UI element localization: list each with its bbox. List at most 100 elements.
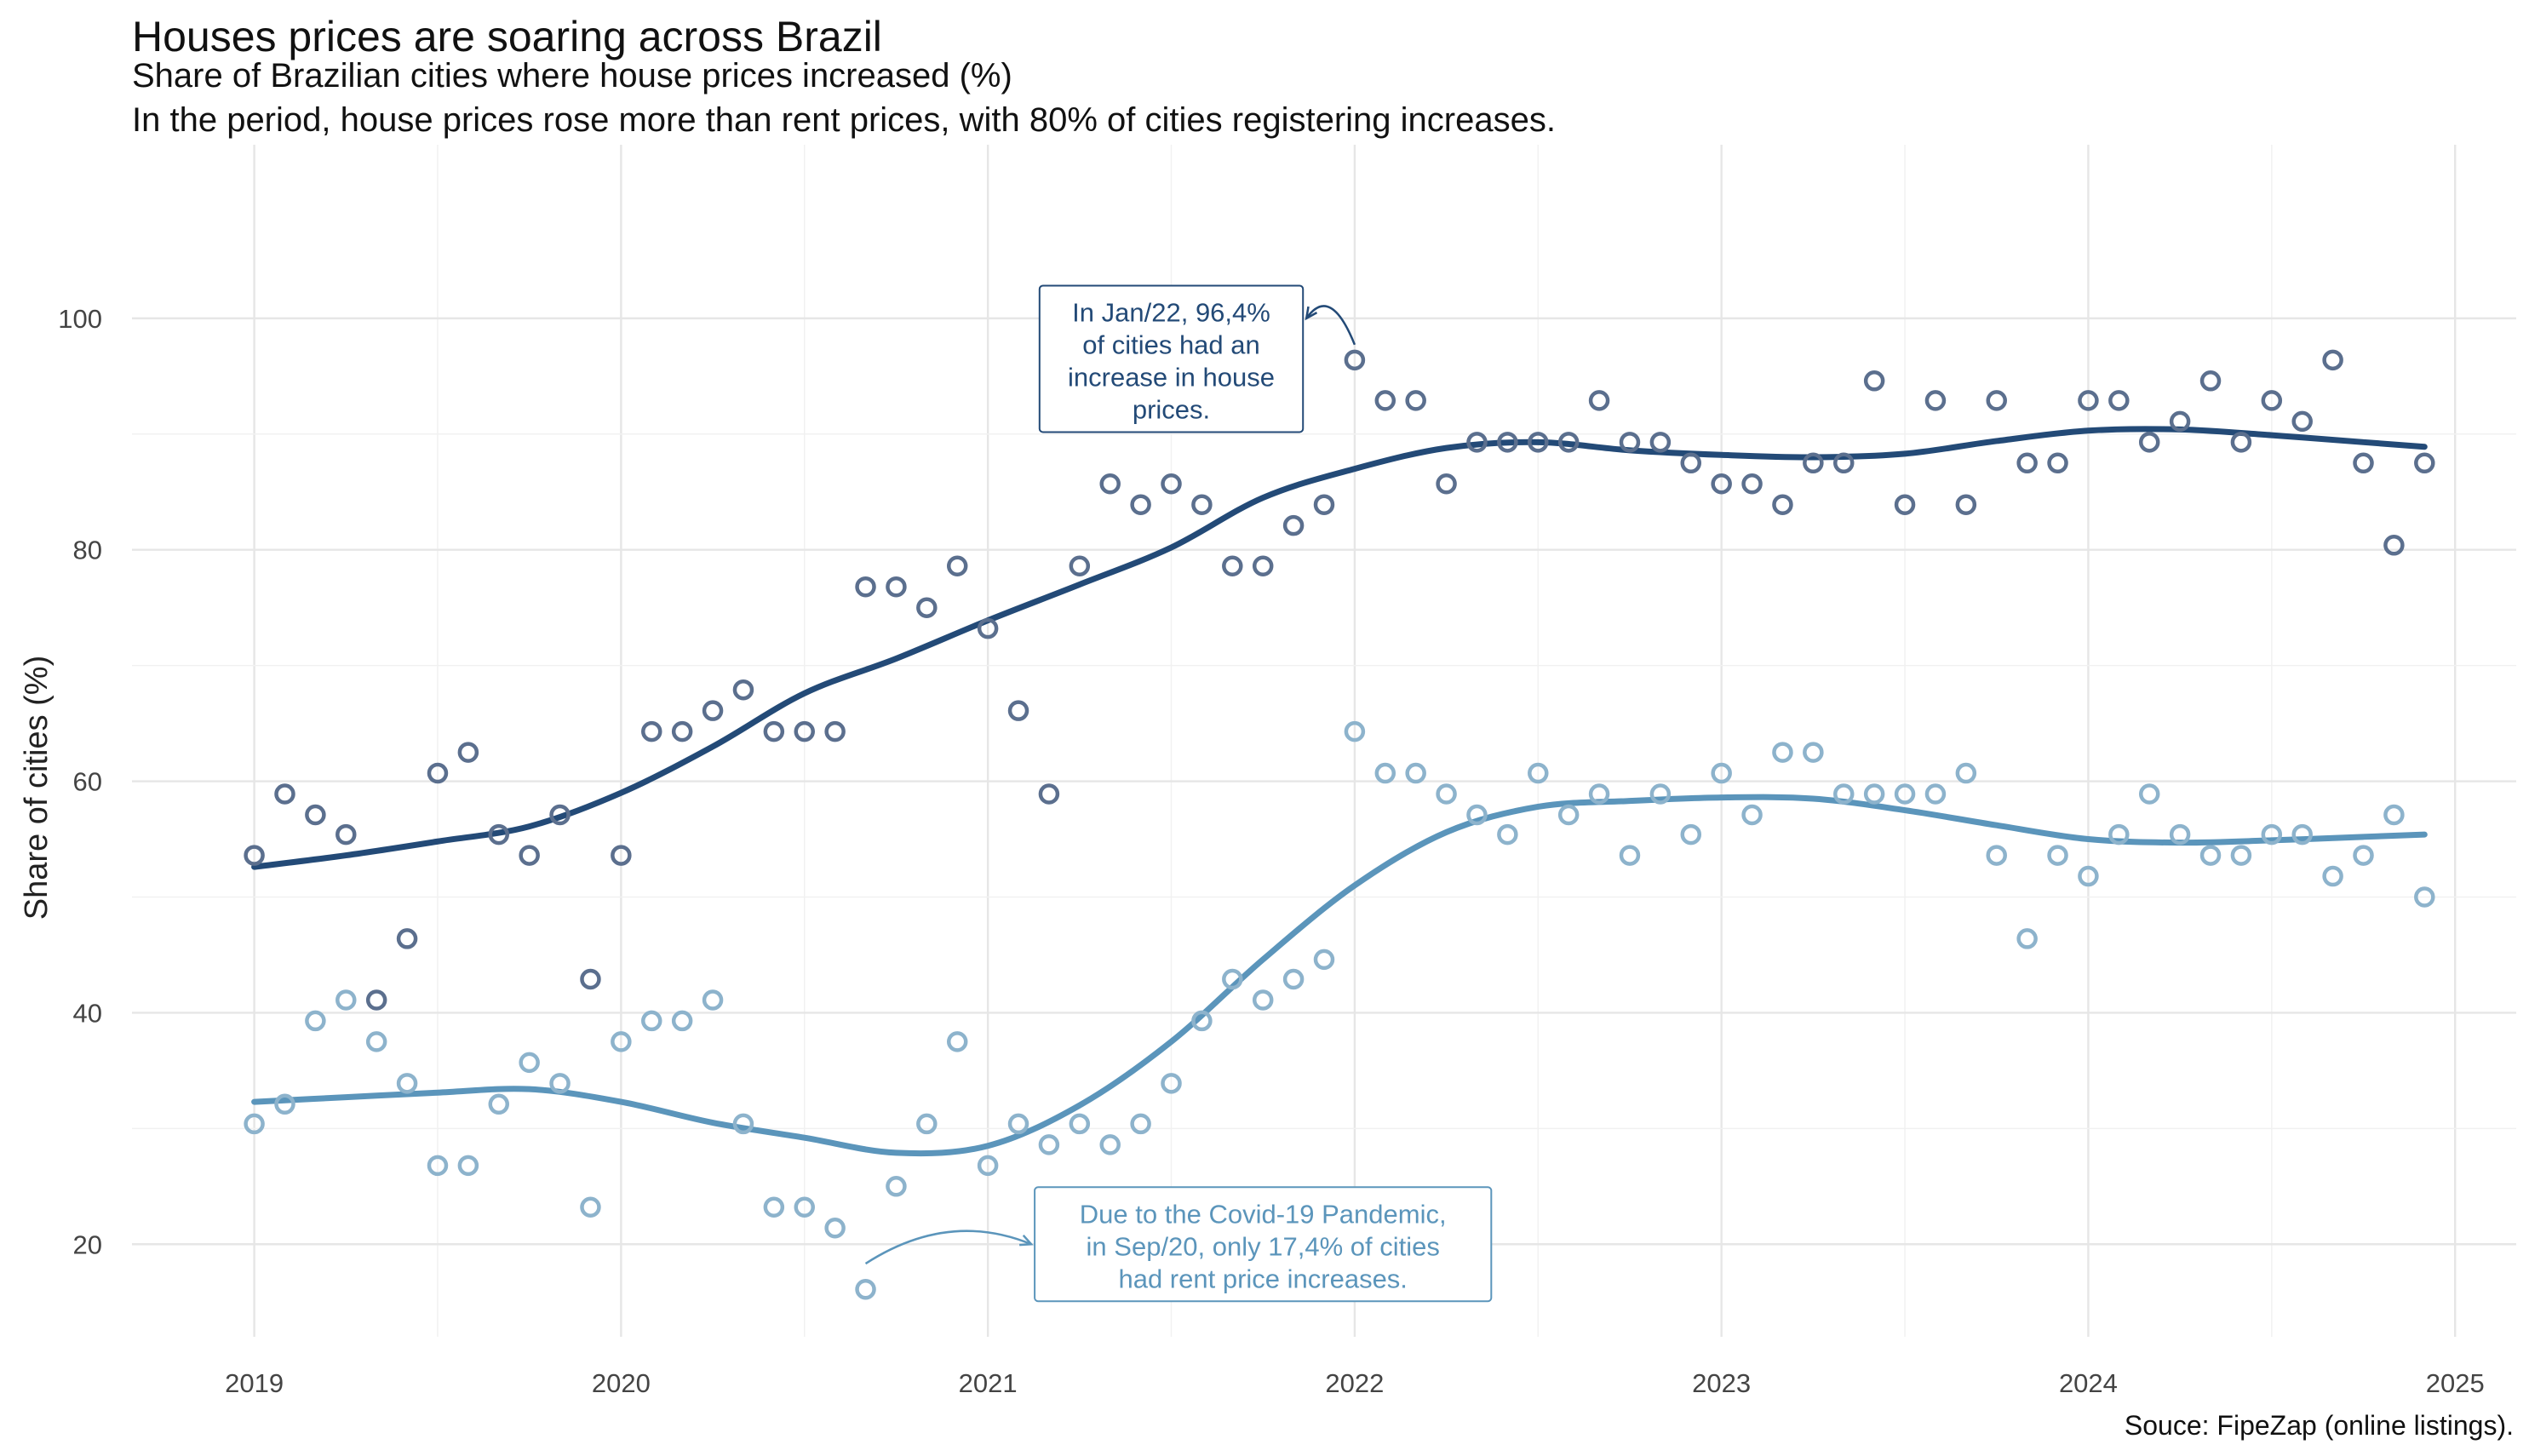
data-point [702,700,724,721]
data-point [1038,783,1060,805]
data-point [946,555,968,577]
data-point [732,679,754,701]
data-point [671,1010,693,1032]
annotation-arrow [1305,305,1356,346]
data-point [1007,1113,1029,1135]
annotation-line: In Jan/22, 96,4% [1072,297,1270,327]
data-point [1497,432,1518,453]
chart-title: Houses prices are soaring across Brazil [132,13,882,60]
data-point [1924,390,1947,411]
data-point [1374,390,1396,411]
data-point [244,1113,265,1135]
x-tick-label: 2019 [225,1368,284,1398]
data-point [916,597,938,618]
data-point [396,1073,418,1094]
annotation-box [1038,284,1305,433]
data-point [274,1093,295,1115]
data-point [1741,473,1763,495]
data-point [305,1010,326,1032]
data-point [977,1155,999,1177]
data-point [763,1196,785,1218]
data-point [2383,535,2405,556]
data-point [457,1155,479,1177]
data-point [1588,783,1610,805]
data-point [1130,494,1151,515]
data-point [2414,886,2435,908]
data-point [1497,823,1518,846]
data-point [2353,845,2374,866]
data-point [1619,432,1641,453]
data-point [1986,390,2007,411]
data-point [611,845,632,866]
y-tick-label: 20 [73,1230,102,1259]
data-point [1833,783,1855,805]
data-point [611,1031,632,1052]
data-point [1130,1113,1151,1135]
data-point [2108,823,2130,846]
data-point [1649,783,1672,805]
data-point [1313,949,1335,971]
annotation-line: in Sep/20, only 17,4% of cities [1087,1231,1440,1261]
data-point [2199,845,2222,866]
data-point [305,804,326,826]
data-point [1894,494,1916,515]
data-point [1222,555,1243,577]
y-tick-label: 80 [73,536,102,565]
data-point [855,576,876,598]
data-point [1191,494,1213,515]
data-point [1069,555,1091,577]
data-point [1772,742,1793,763]
data-point [1252,989,1274,1011]
data-point [1557,432,1580,453]
data-point [2199,370,2222,392]
data-point [2291,823,2313,846]
annotation-line: prices. [1133,394,1210,424]
data-point [365,1031,387,1052]
data-point [2353,452,2374,474]
data-point [1069,1113,1091,1135]
annotation-line: had rent price increases. [1118,1264,1407,1293]
data-point [946,1031,968,1052]
data-point [1863,370,1885,392]
annotation-arrow-head [1019,1235,1034,1247]
data-point [1374,762,1396,784]
trend-line-series-0 [251,426,2428,870]
data-point [1344,720,1366,742]
data-point [2016,928,2038,949]
annotation-line: Due to the Covid-19 Pandemic, [1080,1199,1447,1229]
data-point [1711,762,1732,784]
data-point [1986,845,2007,866]
annotation-0: In Jan/22, 96,4% of cities had an increase… [1038,284,1356,433]
annotation-line: of cities had an [1082,330,1260,359]
data-point [2047,845,2068,866]
data-point [1741,804,1763,826]
data-point [916,1113,938,1135]
x-tick-label: 2023 [1692,1368,1751,1398]
data-point [1557,804,1580,826]
data-point [1161,1073,1182,1094]
data-point [2291,410,2313,433]
data-point [1252,555,1274,577]
x-tick-label: 2022 [1325,1368,1384,1398]
chart-subtitle-line-1: Share of Brazilian cities where house pr… [132,57,1012,95]
data-point [1282,968,1305,990]
data-point [1528,762,1549,784]
data-point [1680,452,1702,474]
data-point [763,720,785,742]
annotation-arrow-head [1305,306,1318,321]
data-point [2138,783,2160,805]
trend-lines [251,426,2428,1157]
data-point [1955,762,1977,784]
data-point [1924,783,1947,805]
data-point [2230,432,2252,453]
data-point [1588,390,1610,411]
data-point [1436,783,1457,805]
data-point [641,1010,662,1032]
data-point [886,576,907,598]
data-point [580,968,601,990]
data-point [2078,390,2099,411]
data-point [2261,390,2283,411]
data-point [2138,432,2160,453]
